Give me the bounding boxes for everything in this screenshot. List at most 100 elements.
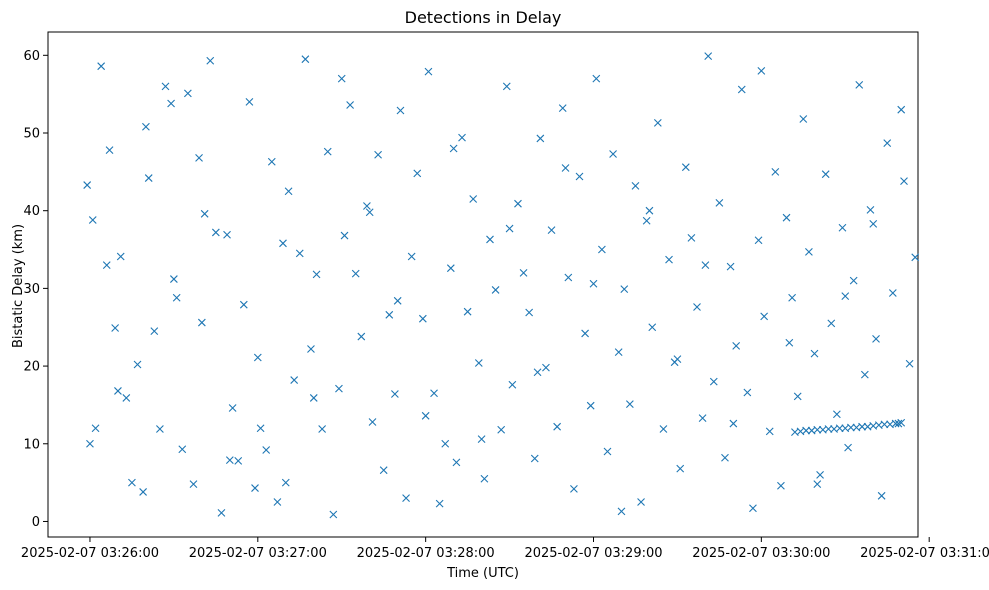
data-point [318, 425, 327, 433]
y-axis: 0 10 20 30 40 50 60 [23, 49, 48, 530]
data-point [172, 293, 181, 302]
data-point [533, 368, 542, 377]
data-point [245, 98, 254, 106]
data-point [900, 177, 908, 186]
data-point [894, 419, 903, 428]
data-point [855, 80, 864, 89]
data-point [374, 150, 382, 159]
data-point [525, 308, 534, 317]
data-point [262, 446, 271, 454]
data-point [869, 220, 878, 228]
data-point [765, 427, 774, 436]
data-point [211, 228, 220, 237]
data-points [83, 52, 920, 519]
y-tick-label: 20 [23, 360, 40, 375]
data-point [385, 310, 394, 319]
data-point [625, 400, 634, 409]
data-point [309, 394, 318, 402]
data-point [223, 230, 231, 239]
data-point [91, 424, 100, 433]
data-point [617, 507, 626, 516]
data-point [771, 167, 780, 176]
data-point [858, 422, 866, 431]
data-point [267, 157, 276, 166]
data-point [195, 153, 203, 162]
data-point [441, 439, 450, 448]
x-tick-label: 2025-02-07 03:30:00 [692, 546, 830, 561]
data-point [805, 247, 813, 256]
data-point [813, 480, 822, 489]
data-point [687, 233, 696, 242]
data-point [486, 235, 494, 244]
data-point [782, 213, 791, 222]
data-point [295, 249, 304, 258]
data-point [430, 389, 438, 398]
data-point [449, 144, 458, 153]
data-point [189, 480, 198, 489]
data-point [446, 264, 455, 273]
data-point [424, 67, 433, 76]
data-point [407, 252, 416, 261]
data-point [514, 199, 522, 208]
data-point [273, 498, 282, 506]
data-point [346, 101, 355, 109]
data-point [665, 255, 673, 264]
data-point [183, 89, 192, 98]
data-point [111, 324, 120, 332]
data-point [542, 363, 550, 372]
data-point [83, 181, 92, 189]
data-point [673, 355, 682, 363]
data-point [558, 104, 567, 113]
data-point [497, 425, 506, 434]
data-point [911, 253, 920, 262]
data-point [421, 411, 430, 420]
data-point [463, 307, 472, 316]
data-point [645, 206, 654, 215]
data-point [519, 268, 528, 277]
data-point [816, 470, 824, 479]
plot-area [47, 31, 919, 538]
data-point [603, 447, 612, 456]
data-point [547, 226, 556, 235]
data-point [435, 499, 444, 508]
data-point [335, 384, 343, 393]
data-point [312, 270, 321, 279]
data-point [368, 418, 377, 426]
data-point [575, 172, 584, 181]
data-point [167, 99, 175, 108]
data-point [637, 498, 645, 506]
data-point [116, 252, 125, 261]
data-point [681, 163, 690, 172]
data-point [897, 418, 906, 427]
data-point [589, 279, 598, 288]
data-point [379, 466, 388, 475]
data-point [122, 394, 131, 402]
y-tick-label: 60 [23, 49, 40, 64]
data-point [729, 419, 738, 428]
data-point [418, 314, 427, 323]
data-point [849, 276, 858, 285]
data-point [239, 300, 248, 309]
x-tick-label: 2025-02-07 03:27:00 [189, 546, 327, 561]
data-point [197, 318, 206, 327]
data-point [228, 404, 237, 412]
data-point [256, 424, 265, 433]
data-point [452, 458, 461, 467]
data-point [329, 510, 338, 519]
data-point [827, 319, 836, 328]
data-point [396, 106, 405, 115]
data-point [340, 231, 349, 240]
y-tick-label: 10 [23, 437, 40, 452]
y-tick-label: 50 [23, 127, 40, 142]
data-point [749, 504, 757, 513]
data-point [253, 353, 262, 362]
x-axis: 2025-02-07 03:26:00 2025-02-07 03:27:00 20… [21, 537, 989, 561]
data-point [835, 424, 844, 433]
data-point [150, 327, 159, 336]
data-point [726, 262, 735, 271]
data-point [390, 390, 399, 398]
data-point [530, 454, 539, 463]
data-point [598, 245, 606, 254]
data-point [732, 341, 741, 350]
